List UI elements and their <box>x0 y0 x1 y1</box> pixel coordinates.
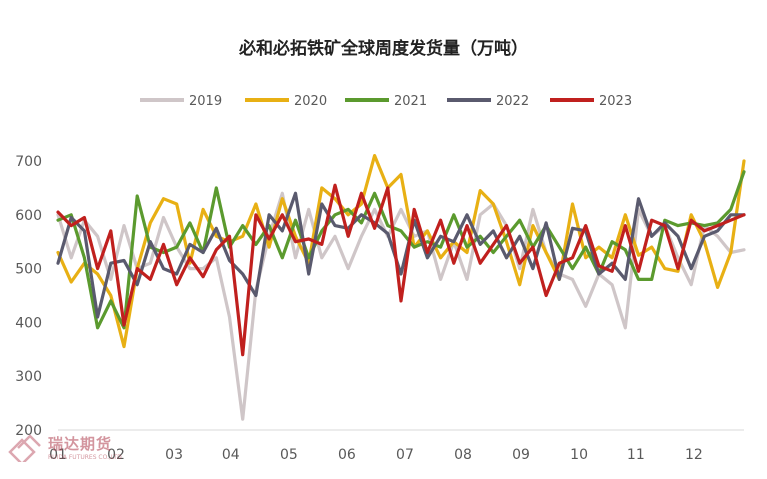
y-axis: 200 300 400 500 600 700 <box>15 154 42 439</box>
series-line-2020 <box>56 154 746 349</box>
legend-label-2022: 2022 <box>496 94 529 109</box>
watermark: 瑞达期货 RUIDA FUTURES CO.,LTD <box>6 432 122 462</box>
watermark-subtext: RUIDA FUTURES CO.,LTD <box>48 454 122 461</box>
legend-item-2023: 2023 <box>550 94 632 109</box>
x-tick-label: 08 <box>454 447 472 463</box>
plot-area <box>56 154 746 421</box>
y-tick-label: 200 <box>15 423 42 439</box>
x-tick-label: 05 <box>280 447 298 463</box>
chart-title: 必和必拓铁矿全球周度发货量（万吨） <box>239 39 528 59</box>
x-tick-label: 02 <box>107 447 125 463</box>
x-tick-label: 07 <box>396 447 414 463</box>
legend-label-2021: 2021 <box>394 94 427 109</box>
legend-label-2023: 2023 <box>599 94 632 109</box>
y-tick-label: 300 <box>15 369 42 385</box>
legend-item-2022: 2022 <box>447 94 529 109</box>
y-tick-label: 500 <box>15 262 42 278</box>
x-tick-label: 04 <box>222 447 240 463</box>
x-tick-label: 12 <box>685 447 703 463</box>
watermark-text: 瑞达期货 <box>48 435 113 453</box>
legend-label-2019: 2019 <box>189 94 222 109</box>
legend-item-2020: 2020 <box>245 94 327 109</box>
x-axis: 01 02 03 04 05 06 07 08 09 10 11 12 <box>49 429 744 463</box>
x-tick-label: 11 <box>627 447 645 463</box>
x-tick-label: 09 <box>512 447 530 463</box>
y-tick-label: 400 <box>15 315 42 331</box>
x-tick-label: 01 <box>49 447 67 463</box>
x-tick-label: 10 <box>570 447 588 463</box>
watermark-logo-icon <box>8 434 41 462</box>
x-tick-label: 03 <box>165 447 183 463</box>
y-tick-label: 600 <box>15 208 42 224</box>
x-tick-label: 06 <box>338 447 356 463</box>
legend-label-2020: 2020 <box>294 94 327 109</box>
chart-legend: 2019 2020 2021 2022 2023 <box>140 94 632 109</box>
legend-item-2019: 2019 <box>140 94 222 109</box>
y-tick-label: 700 <box>15 154 42 170</box>
legend-item-2021: 2021 <box>345 94 427 109</box>
series-line-2023 <box>56 183 746 357</box>
series-line-2019 <box>56 191 746 421</box>
